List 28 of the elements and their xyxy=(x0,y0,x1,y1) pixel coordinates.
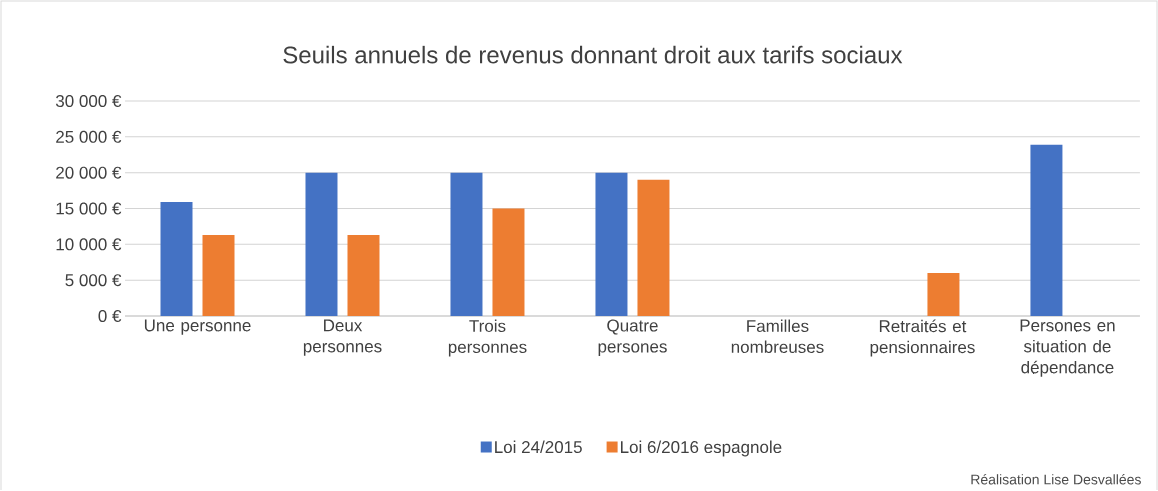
x-tick-label: Une personne xyxy=(144,319,251,336)
x-tick-label: Persones en situation de dépendance xyxy=(1020,319,1115,378)
bar xyxy=(1030,144,1063,317)
y-tick-label: 15 000 € xyxy=(56,202,122,215)
legend-label: Loi 6/2016 espagnole xyxy=(621,440,782,457)
chart-title: Seuils annuels de revenus donnant droit aux tarifs sociaux xyxy=(283,46,903,64)
bar xyxy=(595,172,628,317)
y-tick-label: 30 000 € xyxy=(55,95,122,108)
x-tick-label: Deux personnes xyxy=(303,319,382,357)
bar xyxy=(450,172,483,317)
bar xyxy=(927,273,960,317)
y-tick-label: 0 € xyxy=(98,310,122,323)
y-tick-label: 25 000 € xyxy=(56,131,122,144)
bar xyxy=(160,202,193,317)
y-tick-label: 5 000 € xyxy=(65,274,122,287)
text: Réalisation Lise Desvallées xyxy=(971,474,1141,485)
legend-label: Loi 24/2015 xyxy=(495,440,582,454)
x-tick-label: Quatre persones xyxy=(598,319,667,357)
bar xyxy=(305,172,338,317)
x-tick-label: Retraités et pensionnaires xyxy=(870,319,975,357)
x-tick-label: Familles nombreuses xyxy=(731,319,824,354)
bar xyxy=(637,180,670,317)
bar xyxy=(202,235,235,317)
x-tick-label: Trois personnes xyxy=(448,319,527,357)
y-tick-label: 20 000 € xyxy=(56,166,122,179)
bar xyxy=(492,208,525,317)
y-tick-label: 10 000 € xyxy=(56,238,122,251)
bar xyxy=(347,235,380,317)
